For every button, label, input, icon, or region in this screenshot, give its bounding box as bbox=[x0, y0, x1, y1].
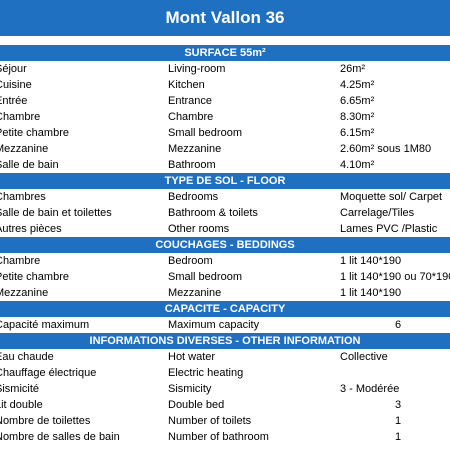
value: 1 lit 140*190 bbox=[340, 287, 402, 299]
label-en: Double bed bbox=[168, 399, 225, 411]
label-en: Bedroom bbox=[168, 255, 213, 267]
value: 4.25m² bbox=[340, 79, 375, 91]
label-en: Bathroom & toilets bbox=[168, 207, 258, 219]
value: Moquette sol/ Carpet bbox=[340, 191, 443, 203]
label-en: Chambre bbox=[168, 111, 214, 123]
label-en: Hot water bbox=[168, 351, 216, 363]
label-fr: Mezzanine bbox=[0, 143, 49, 155]
value: Carrelage/Tiles bbox=[340, 207, 415, 219]
label-en: Maximum capacity bbox=[168, 319, 260, 331]
label-fr: Nombre de toilettes bbox=[0, 415, 91, 427]
value: 6 bbox=[394, 319, 402, 331]
label-en: Number of toilets bbox=[168, 415, 252, 427]
section-header: COUCHAGES - BEDDINGS bbox=[0, 237, 450, 253]
label-en: Bedrooms bbox=[168, 191, 219, 203]
title: Mont Vallon 36 bbox=[0, 0, 450, 36]
section-header: TYPE DE SOL - FLOOR bbox=[0, 173, 450, 189]
label-fr: Petite chambre bbox=[0, 127, 69, 139]
label-fr: Salle de bain bbox=[0, 159, 59, 171]
value: 8.30m² bbox=[340, 111, 375, 123]
value: 3 - Modérée bbox=[340, 383, 400, 395]
label-fr: Capacité maximum bbox=[0, 319, 90, 331]
section-header: INFORMATIONS DIVERSES - OTHER INFORMATIO… bbox=[0, 333, 450, 349]
label-en: Kitchen bbox=[168, 79, 205, 91]
label-fr: Séjour bbox=[0, 63, 27, 75]
value: 1 lit 140*190 bbox=[340, 255, 402, 267]
label-fr: Autres pièces bbox=[0, 223, 62, 235]
value: 6.65m² bbox=[340, 95, 375, 107]
label-en: Electric heating bbox=[168, 367, 244, 379]
label-fr: Mezzanine bbox=[0, 287, 49, 299]
section-header: SURFACE 55m² bbox=[0, 45, 450, 61]
label-en: Mezzanine bbox=[168, 143, 222, 155]
value: 26m² bbox=[340, 63, 366, 75]
label-fr: Entrée bbox=[0, 95, 28, 107]
value: Lames PVC /Plastic bbox=[340, 223, 438, 235]
label-fr: Petite chambre bbox=[0, 271, 69, 283]
label-fr: Chambre bbox=[0, 111, 41, 123]
value: 1 bbox=[394, 431, 402, 443]
label-fr: Chambres bbox=[0, 191, 46, 203]
value: 4.10m² bbox=[340, 159, 375, 171]
label-fr: Chauffage électrique bbox=[0, 367, 97, 379]
label-en: Bathroom bbox=[168, 159, 216, 171]
label-fr: Nombre de salles de bain bbox=[0, 431, 120, 443]
value: 6.15m² bbox=[340, 127, 375, 139]
value: 1 bbox=[394, 415, 402, 427]
label-fr: Lit double bbox=[0, 399, 43, 411]
value: 2.60m² sous 1M80 bbox=[340, 143, 432, 155]
label-fr: Eau chaude bbox=[0, 351, 54, 363]
label-fr: Sismicité bbox=[0, 383, 40, 395]
label-en: Mezzanine bbox=[168, 287, 222, 299]
value: Collective bbox=[340, 351, 388, 363]
label-fr: Salle de bain et toilettes bbox=[0, 207, 112, 219]
label-en: Sismicity bbox=[168, 383, 212, 395]
label-en: Other rooms bbox=[168, 223, 230, 235]
value: 1 lit 140*190 ou 70*190 bbox=[340, 271, 450, 283]
label-fr: Cuisine bbox=[0, 79, 32, 91]
label-en: Small bedroom bbox=[168, 127, 242, 139]
label-en: Living-room bbox=[168, 63, 226, 75]
label-en: Number of bathroom bbox=[168, 431, 269, 443]
label-en: Entrance bbox=[168, 95, 213, 107]
value: 3 bbox=[394, 399, 402, 411]
label-fr: Chambre bbox=[0, 255, 41, 267]
section-header: CAPACITE - CAPACITY bbox=[0, 301, 450, 317]
label-en: Small bedroom bbox=[168, 271, 242, 283]
